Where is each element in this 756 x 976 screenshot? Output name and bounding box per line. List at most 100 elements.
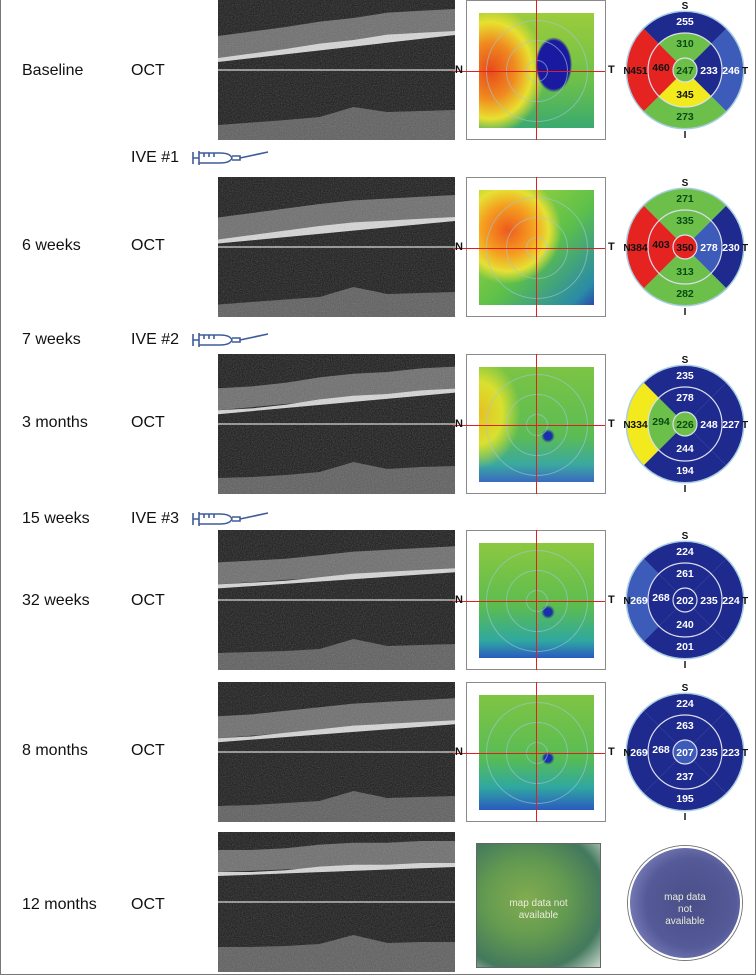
inner-I-sector — [658, 432, 712, 461]
inner-T-value: 235 — [700, 747, 718, 759]
orientation-label-S: S — [682, 1, 689, 12]
modality-label: OCT — [131, 592, 165, 609]
outer-S-sector — [643, 11, 727, 44]
outer-S-sector — [643, 189, 727, 221]
center-value: 202 — [676, 595, 694, 607]
inner-I-sector — [658, 760, 712, 789]
injection-label: IVE #3 — [131, 510, 180, 527]
time-label: 6 weeks — [22, 237, 81, 254]
temporal-label: T — [608, 418, 615, 430]
outer-I-value: 201 — [676, 641, 694, 653]
center-sector — [672, 587, 698, 613]
etdrs-grid: 224 201 269 224 261 240 268 235 202 S I N T — [623, 531, 748, 670]
inner-S-value: 310 — [676, 38, 694, 50]
crosshair-vertical — [536, 530, 537, 670]
inner-T-value: 278 — [700, 242, 718, 254]
injection-label: IVE #1 — [131, 149, 180, 166]
orientation-label-T: T — [742, 243, 748, 254]
orientation-label-S: S — [682, 531, 689, 542]
thickness-map-unavailable: map data not available — [476, 843, 601, 968]
time-label: 12 months — [22, 896, 97, 913]
inner-N-sector — [648, 725, 677, 779]
nasal-label: N — [455, 594, 463, 606]
inner-ring-line — [647, 714, 723, 790]
inner-T-sector — [693, 43, 722, 97]
outer-I-value: 273 — [676, 111, 694, 123]
etdrs-grid: 224 195 269 223 263 237 268 235 207 S I N T — [623, 683, 748, 822]
orientation-label-S: S — [682, 355, 689, 366]
outer-T-sector — [711, 558, 743, 642]
inner-T-sector — [693, 397, 722, 451]
temporal-label: T — [608, 241, 615, 253]
oct-scan-image — [218, 0, 455, 140]
etdrs-grid: 235 194 334 227 278 244 294 248 226 S I N T — [623, 355, 748, 494]
inner-N-value: 294 — [652, 416, 670, 428]
inner-I-value: 345 — [676, 89, 694, 101]
center-value: 207 — [676, 747, 694, 759]
orientation-label-I: I — [684, 130, 687, 140]
oct-scan-image — [218, 354, 455, 494]
orientation-label-N: N — [623, 66, 630, 77]
crosshair-horizontal — [453, 248, 605, 249]
inner-N-sector — [648, 220, 677, 274]
outer-T-sector — [711, 382, 743, 466]
inner-T-sector — [693, 725, 722, 779]
oct-scan-image — [218, 832, 455, 972]
inner-I-value: 237 — [676, 771, 694, 783]
outer-S-sector — [643, 366, 727, 398]
outer-N-value: 269 — [630, 747, 648, 759]
unavailable-text: map data not available — [509, 898, 568, 922]
orientation-label-T: T — [742, 748, 748, 759]
outer-I-value: 195 — [676, 793, 694, 805]
orientation-label-N: N — [623, 420, 630, 431]
time-label: 3 months — [22, 414, 88, 431]
nasal-label: N — [455, 746, 463, 758]
oct-scan-image — [218, 177, 455, 317]
outer-N-sector — [627, 558, 659, 642]
outer-I-sector — [643, 273, 727, 305]
orientation-label-T: T — [742, 596, 748, 607]
orientation-label-N: N — [623, 748, 630, 759]
inner-ring-line — [647, 209, 723, 285]
outer-T-value: 224 — [722, 595, 740, 607]
center-sector — [672, 57, 698, 83]
time-label: 32 weeks — [22, 592, 90, 609]
outer-T-sector — [711, 710, 743, 794]
temporal-label: T — [608, 64, 615, 76]
inner-S-value: 261 — [676, 568, 694, 580]
inner-S-value: 263 — [676, 720, 694, 732]
etdrs-grid-unavailable: map data not available — [628, 846, 742, 960]
orientation-label-T: T — [742, 66, 748, 77]
inner-S-value: 278 — [676, 392, 694, 404]
inner-S-sector — [658, 387, 712, 416]
inner-S-sector — [658, 210, 712, 239]
inner-I-sector — [658, 255, 712, 284]
syringe-icon — [190, 507, 270, 529]
inner-T-sector — [693, 220, 722, 274]
injection-time: 7 weeks — [22, 331, 81, 348]
inner-ring-line — [647, 386, 723, 462]
inner-N-sector — [648, 397, 677, 451]
outer-T-sector — [711, 205, 743, 289]
inner-N-sector — [648, 573, 677, 627]
modality-label: OCT — [131, 62, 165, 79]
time-label: 8 months — [22, 742, 88, 759]
outer-T-sector — [711, 28, 743, 112]
inner-T-sector — [693, 573, 722, 627]
orientation-label-N: N — [623, 243, 630, 254]
inner-T-value: 233 — [700, 65, 718, 77]
inner-T-value: 235 — [700, 595, 718, 607]
center-sector — [672, 234, 698, 260]
orientation-label-I: I — [684, 307, 687, 317]
outer-S-value: 255 — [676, 16, 694, 28]
injection-time: 15 weeks — [22, 510, 90, 527]
inner-I-value: 313 — [676, 266, 694, 278]
oct-scan-image — [218, 682, 455, 822]
crosshair-horizontal — [453, 753, 605, 754]
inner-S-value: 335 — [676, 215, 694, 227]
outer-N-sector — [627, 382, 659, 466]
etdrs-grid: 271 282 384 230 335 313 403 278 350 S I N T — [623, 178, 748, 317]
orientation-label-S: S — [682, 178, 689, 189]
